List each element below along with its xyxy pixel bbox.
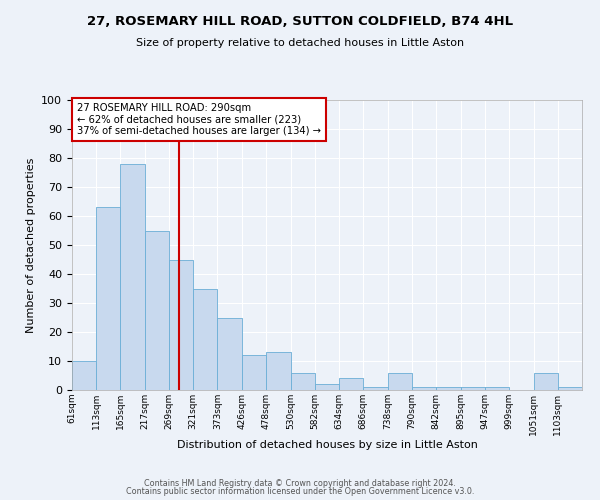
Bar [533, 372, 558, 390]
Bar [121, 164, 145, 390]
Bar [558, 387, 582, 390]
Text: Contains public sector information licensed under the Open Government Licence v3: Contains public sector information licen… [126, 487, 474, 496]
Bar [339, 378, 364, 390]
Bar [315, 384, 339, 390]
Bar [242, 355, 266, 390]
Bar [217, 318, 242, 390]
X-axis label: Distribution of detached houses by size in Little Aston: Distribution of detached houses by size … [176, 440, 478, 450]
Bar [485, 387, 509, 390]
Bar [96, 208, 121, 390]
Text: Size of property relative to detached houses in Little Aston: Size of property relative to detached ho… [136, 38, 464, 48]
Bar [145, 230, 169, 390]
Bar [412, 387, 436, 390]
Bar [436, 387, 461, 390]
Bar [72, 361, 96, 390]
Bar [169, 260, 193, 390]
Text: Contains HM Land Registry data © Crown copyright and database right 2024.: Contains HM Land Registry data © Crown c… [144, 478, 456, 488]
Bar [266, 352, 290, 390]
Text: 27 ROSEMARY HILL ROAD: 290sqm
← 62% of detached houses are smaller (223)
37% of : 27 ROSEMARY HILL ROAD: 290sqm ← 62% of d… [77, 103, 321, 136]
Bar [290, 372, 315, 390]
Bar [193, 288, 217, 390]
Bar [461, 387, 485, 390]
Y-axis label: Number of detached properties: Number of detached properties [26, 158, 36, 332]
Bar [388, 372, 412, 390]
Text: 27, ROSEMARY HILL ROAD, SUTTON COLDFIELD, B74 4HL: 27, ROSEMARY HILL ROAD, SUTTON COLDFIELD… [87, 15, 513, 28]
Bar [364, 387, 388, 390]
